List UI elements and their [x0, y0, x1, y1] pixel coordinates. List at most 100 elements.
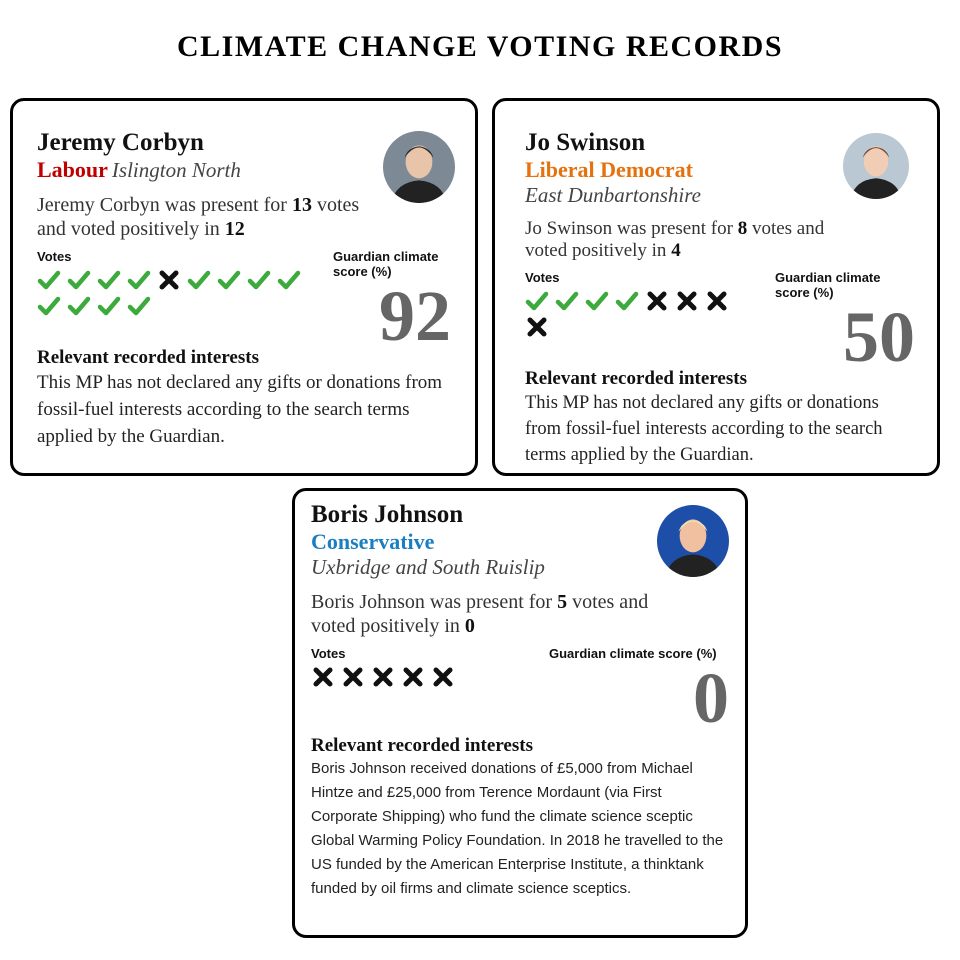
cross-icon — [159, 270, 179, 290]
votes-label: Votes — [525, 270, 560, 285]
check-icon — [615, 291, 639, 311]
check-stroke — [127, 270, 151, 290]
check-stroke — [97, 296, 121, 316]
summary: Boris Johnson was present for 5 votes an… — [311, 590, 671, 638]
check-stroke — [67, 270, 91, 290]
check-stroke — [187, 270, 211, 290]
cross-stroke — [677, 291, 697, 311]
score-label: Guardian climate score (%) — [775, 270, 881, 300]
vote-icons — [37, 268, 327, 320]
summary-start: Jo Swinson was present for — [525, 218, 733, 239]
score: 92 — [379, 276, 451, 356]
photo-body — [665, 554, 721, 577]
score-block: Guardian climate score (%) 92 — [333, 249, 451, 356]
cross-stroke — [343, 667, 363, 687]
votes-row: Votes Guardian climate score (%) 50 — [525, 270, 915, 377]
mp-card: Jeremy Corbyn Labour Islington North Jerem… — [10, 98, 478, 476]
constituency: Islington North — [111, 158, 241, 182]
mp-name: Jo Swinson — [525, 129, 646, 156]
summary: Jeremy Corbyn was present for 13 votes a… — [37, 193, 367, 241]
cross-stroke — [159, 270, 179, 290]
check-stroke — [555, 291, 579, 311]
check-icon — [127, 270, 151, 290]
check-icon — [37, 296, 61, 316]
votes: Votes — [37, 249, 327, 347]
votes: Votes — [525, 270, 735, 368]
check-icon — [585, 291, 609, 311]
votes-row: Votes Guardian climate score (%) 0 — [311, 646, 729, 734]
check-stroke — [217, 270, 241, 290]
cross-icon — [433, 667, 453, 687]
check-stroke — [67, 296, 91, 316]
summary-mid: votes and voted positively in — [525, 218, 825, 261]
summary-mid: votes and voted positively in — [311, 591, 649, 637]
mp-name: Jeremy Corbyn — [37, 129, 204, 156]
cross-stroke — [433, 667, 453, 687]
check-icon — [37, 270, 61, 290]
photo-body — [391, 180, 447, 203]
score-label: Guardian climate score (%) — [333, 249, 439, 279]
party-line: Liberal Democrat East Dunbartonshire — [525, 157, 915, 208]
votes-label: Votes — [37, 249, 72, 264]
title: CLIMATE CHANGE VOTING RECORDS — [176, 30, 784, 63]
check-stroke — [37, 296, 61, 316]
check-stroke — [247, 270, 271, 290]
check-icon — [247, 270, 271, 290]
cross-stroke — [647, 291, 667, 311]
votes-label: Votes — [311, 646, 346, 661]
check-stroke — [585, 291, 609, 311]
party: Conservative — [311, 529, 435, 554]
present-count: 5 — [557, 591, 568, 613]
check-stroke — [127, 296, 151, 316]
photo — [657, 505, 729, 577]
score-label: Guardian climate score (%) — [549, 646, 717, 661]
interests-heading: Relevant recorded interests — [37, 347, 259, 368]
check-icon — [97, 270, 121, 290]
score: 50 — [843, 297, 915, 377]
interests-text: Boris Johnson received donations of £5,0… — [311, 760, 724, 897]
check-icon — [97, 296, 121, 316]
positive-count: 4 — [671, 240, 681, 261]
cross-stroke — [373, 667, 393, 687]
photo-hair — [404, 146, 434, 158]
cross-icon — [707, 291, 727, 311]
cross-stroke — [527, 317, 547, 337]
score-block: Guardian climate score (%) 0 — [549, 646, 729, 734]
cross-icon — [373, 667, 393, 687]
votes-row: Votes Guardian climate score (%) 92 — [37, 249, 451, 356]
photo-body — [850, 178, 902, 199]
mp-card: Boris Johnson Conservative Uxbridge and S… — [292, 488, 748, 938]
check-icon — [525, 291, 549, 311]
constituency: East Dunbartonshire — [525, 183, 701, 207]
present-count: 13 — [291, 194, 312, 216]
photo — [383, 131, 455, 203]
cross-icon — [313, 667, 333, 687]
mp-name: Boris Johnson — [311, 501, 464, 528]
cross-icon — [647, 291, 667, 311]
photo — [843, 133, 909, 199]
interests-heading: Relevant recorded interests — [525, 368, 747, 389]
check-stroke — [277, 270, 301, 290]
party-line: Labour Islington North — [37, 157, 451, 183]
votes: Votes — [311, 646, 511, 729]
interests-text: This MP has not declared any gifts or do… — [525, 393, 883, 465]
cross-icon — [343, 667, 363, 687]
mp-card: Jo Swinson Liberal Democrat East Dunbarto… — [492, 98, 940, 476]
cross-icon — [527, 317, 547, 337]
present-count: 8 — [737, 218, 748, 239]
check-icon — [67, 296, 91, 316]
photo-head — [679, 519, 707, 553]
score-block: Guardian climate score (%) 50 — [775, 270, 915, 377]
summary-start: Boris Johnson was present for — [311, 591, 553, 613]
photo-head — [405, 145, 433, 179]
party: Liberal Democrat — [525, 157, 693, 182]
cross-stroke — [313, 667, 333, 687]
check-icon — [277, 270, 301, 290]
cross-stroke — [707, 291, 727, 311]
interests-text: This MP has not declared any gifts or do… — [37, 372, 443, 447]
check-icon — [127, 296, 151, 316]
summary-start: Jeremy Corbyn was present for — [37, 194, 287, 216]
positive-count: 12 — [224, 218, 245, 240]
check-icon — [217, 270, 241, 290]
